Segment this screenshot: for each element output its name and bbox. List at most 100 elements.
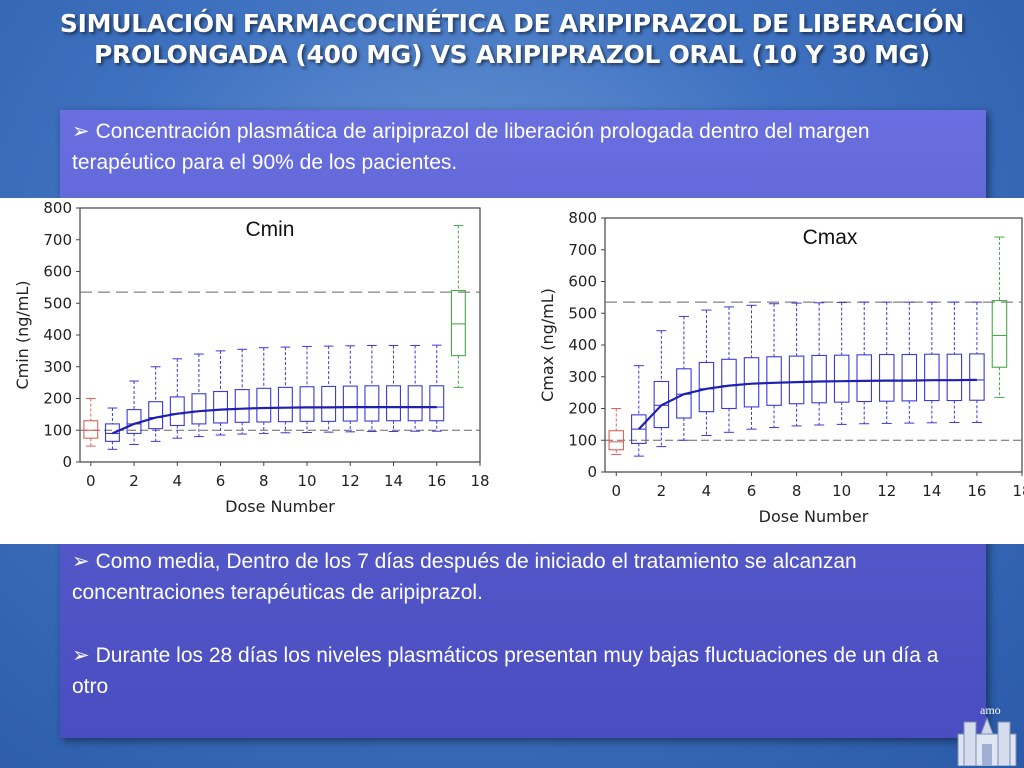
y-tick-label: 200 [43, 390, 72, 408]
box-iqr [386, 385, 401, 422]
y-axis-label: Cmax (ng/mL) [538, 288, 557, 402]
box-iqr [213, 390, 229, 424]
plot-frame [604, 217, 1023, 473]
x-tick-label: 14 [384, 472, 403, 490]
x-tick-label: 8 [259, 472, 269, 490]
slide-title: SIMULACIÓN FARMACOCINÉTICA DE ARIPIPRAZO… [59, 9, 965, 69]
x-tick-label: 16 [967, 482, 986, 500]
x-tick-label: 0 [611, 482, 621, 500]
box-iqr [407, 385, 423, 422]
chart-title: Cmax [803, 226, 858, 249]
lai-box-dose-6 [743, 304, 760, 430]
x-tick-label: 8 [792, 482, 802, 500]
box-iqr [169, 396, 185, 427]
x-tick-label: 2 [657, 482, 667, 500]
arrow-bullet-icon: ➢ [72, 550, 90, 573]
box-iqr [653, 380, 670, 429]
lai-mean-line [638, 378, 977, 430]
box-iqr [256, 387, 272, 423]
cmin-chart-svg: 0 100 200 300 400 500 600 700 800 0 2 4 6 8 10 12 14 16 18… [13, 199, 490, 516]
box-iqr [429, 385, 445, 422]
box-iqr [342, 385, 358, 422]
x-tick-label: 12 [341, 472, 360, 490]
y-tick-label: 0 [587, 463, 597, 481]
x-axis-label: Dose Number [759, 507, 869, 526]
x-tick-label: 18 [470, 472, 489, 490]
bullet-low-fluctuation: ➢ Durante los 28 días los niveles plasmát… [72, 640, 972, 702]
x-axis-label: Dose Number [225, 497, 335, 516]
y-tick-label: 700 [568, 241, 597, 259]
x-tick-label: 10 [297, 472, 316, 490]
y-tick-label: 500 [568, 304, 597, 322]
chart-title: Cmin [245, 218, 294, 241]
box-iqr [299, 386, 315, 422]
y-tick-label: 0 [62, 453, 72, 471]
lai-box-dose-3 [676, 315, 692, 441]
lai-box-dose-8 [256, 347, 272, 434]
box-iqr [878, 353, 895, 402]
bullet-text: Como media, Dentro de los 7 días después… [72, 550, 857, 604]
box-iqr [83, 420, 99, 439]
university-seal-icon [957, 716, 1017, 766]
x-tick-label: 0 [86, 472, 96, 490]
y-tick-label: 600 [568, 273, 597, 291]
chart-band: 0 100 200 300 400 500 600 700 800 0 2 4 6 8 10 12 14 16 18… [0, 198, 1024, 544]
x-tick-label: 16 [427, 472, 446, 490]
x-tick-label: 4 [173, 472, 183, 490]
x-tick-label: 4 [702, 482, 712, 500]
box-iqr [277, 386, 293, 423]
box-iqr [811, 354, 827, 404]
y-tick-label: 300 [568, 368, 597, 386]
arrow-bullet-icon: ➢ [72, 120, 90, 143]
y-tick-label: 800 [568, 209, 597, 227]
lai-box-dose-4 [169, 358, 185, 439]
box-iqr [788, 355, 805, 405]
oral-30mg-box [991, 236, 1008, 398]
x-tick-label: 6 [747, 482, 757, 500]
box-iqr [364, 385, 380, 422]
y-tick-label: 100 [43, 421, 72, 439]
x-tick-label: 18 [1012, 482, 1024, 500]
logo-text: amo [980, 703, 1001, 717]
box-iqr [901, 353, 918, 402]
x-tick-label: 6 [216, 472, 226, 490]
oral-30mg-box [450, 224, 466, 388]
lai-box-dose-1 [631, 365, 647, 457]
x-tick-label: 12 [877, 482, 896, 500]
box-iqr [969, 353, 985, 401]
y-tick-label: 400 [43, 326, 72, 344]
box-iqr [234, 389, 250, 423]
bullet-seven-days: ➢ Como media, Dentro de los 7 días despué… [72, 546, 972, 608]
y-tick-label: 800 [43, 199, 72, 217]
box-iqr [148, 401, 164, 430]
cmin-chart: 0 100 200 300 400 500 600 700 800 0 2 4 6 8 10 12 14 16 18… [0, 198, 500, 544]
x-tick-label: 14 [922, 482, 941, 500]
y-tick-label: 700 [43, 231, 72, 249]
y-tick-label: 300 [43, 358, 72, 376]
lai-box-dose-2 [653, 330, 670, 448]
box-iqr [946, 353, 963, 402]
box-iqr [104, 423, 120, 442]
x-tick-label: 10 [832, 482, 851, 500]
box-iqr [991, 300, 1008, 368]
oral-10mg-box [83, 398, 99, 447]
cmax-chart: 0 100 200 300 400 500 600 700 800 0 2 4 6 8 10 12 14 16 18… [510, 198, 1024, 544]
box-iqr [321, 385, 337, 422]
box-iqr [450, 290, 466, 357]
box-iqr [856, 354, 872, 403]
bullet-therapeutic-margin: ➢ Concentración plasmática de aripiprazol… [72, 116, 972, 178]
box-iqr [766, 356, 782, 406]
arrow-bullet-icon: ➢ [72, 644, 90, 667]
bullet-text: Durante los 28 días los niveles plasmáti… [72, 644, 939, 698]
box-iqr [191, 393, 207, 425]
cmax-chart-svg: 0 100 200 300 400 500 600 700 800 0 2 4 6 8 10 12 14 16 18… [538, 209, 1024, 526]
box-iqr [924, 353, 940, 402]
bullet-text: Concentración plasmática de aripiprazol … [72, 120, 870, 174]
lai-mean-line [111, 406, 437, 435]
y-tick-label: 100 [568, 431, 597, 449]
box-iqr [833, 354, 850, 403]
y-tick-label: 400 [568, 336, 597, 354]
y-tick-label: 200 [568, 400, 597, 418]
y-tick-label: 600 [43, 263, 72, 281]
y-tick-label: 500 [43, 294, 72, 312]
